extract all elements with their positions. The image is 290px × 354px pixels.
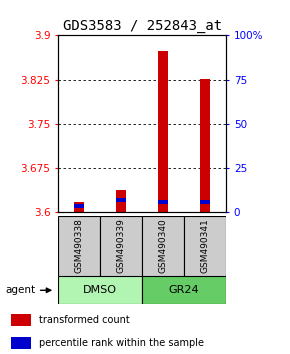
Bar: [58, 276, 142, 304]
Text: percentile rank within the sample: percentile rank within the sample: [39, 338, 204, 348]
Text: GSM490339: GSM490339: [117, 218, 126, 274]
Bar: [142, 216, 184, 276]
Bar: [200, 79, 211, 212]
Bar: [100, 216, 142, 276]
Text: GSM490338: GSM490338: [75, 218, 84, 274]
Text: agent: agent: [6, 285, 36, 295]
Bar: [158, 51, 168, 212]
Bar: [74, 204, 84, 208]
Text: transformed count: transformed count: [39, 315, 129, 325]
Bar: [116, 190, 126, 212]
Bar: [74, 202, 84, 212]
Title: GDS3583 / 252843_at: GDS3583 / 252843_at: [63, 19, 222, 33]
Bar: [116, 198, 126, 202]
Bar: [142, 276, 226, 304]
Bar: [158, 200, 168, 204]
Bar: [11, 337, 30, 349]
Bar: [200, 200, 211, 204]
Text: GSM490340: GSM490340: [159, 219, 168, 273]
Bar: [11, 314, 30, 326]
Bar: [58, 216, 100, 276]
Bar: [184, 216, 226, 276]
Text: DMSO: DMSO: [83, 285, 117, 295]
Text: GSM490341: GSM490341: [201, 219, 210, 273]
Text: GR24: GR24: [169, 285, 200, 295]
